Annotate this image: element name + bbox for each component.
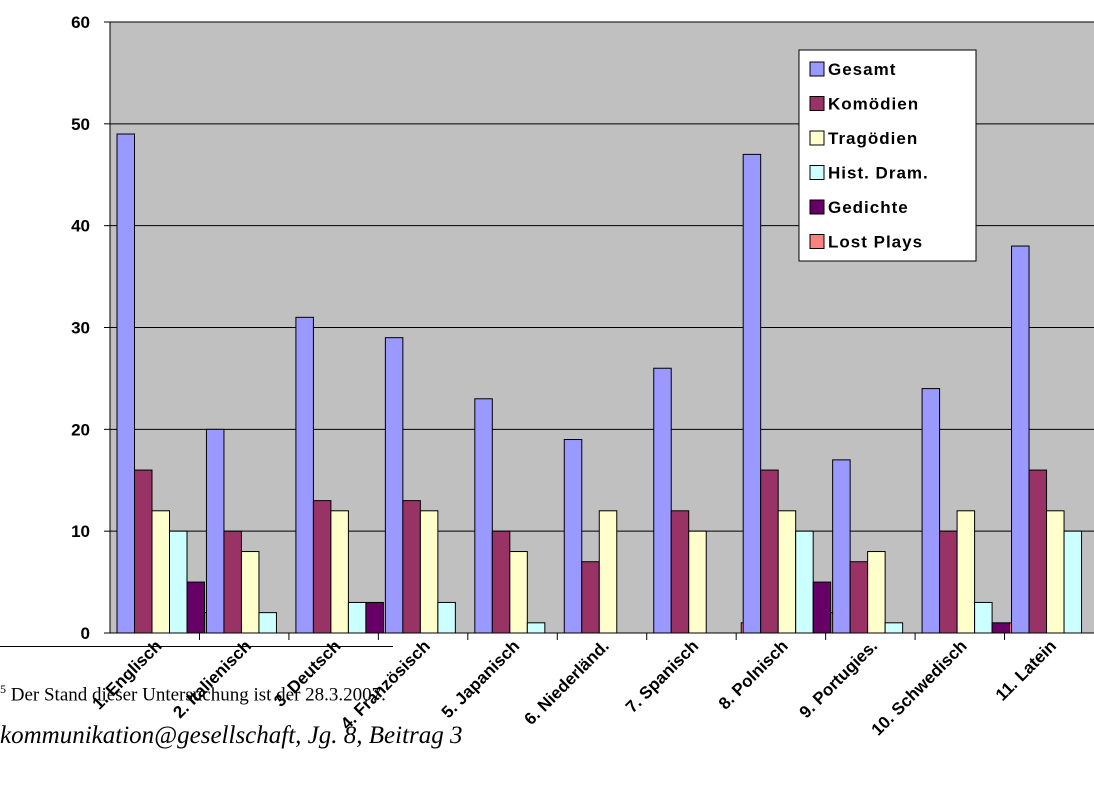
bar (491, 530, 511, 634)
bar (295, 316, 314, 634)
bar (240, 551, 260, 634)
bar (474, 398, 493, 634)
bar (688, 530, 707, 634)
legend-swatch (809, 61, 825, 77)
bar (956, 510, 976, 634)
bar (526, 622, 546, 634)
x-category-label: 5. Japanisch (438, 636, 524, 722)
bar (777, 510, 797, 634)
bar (330, 510, 349, 634)
legend-label: Lost Plays (828, 233, 923, 252)
bar (402, 500, 421, 634)
bar (653, 367, 672, 634)
bar (365, 601, 384, 634)
bar (867, 551, 886, 634)
bar (151, 510, 170, 634)
footnote: 5 Der Stand dieser Untersuchung ist der … (0, 682, 386, 706)
y-tick-label: 0 (81, 624, 90, 643)
bar (598, 510, 618, 634)
bar (437, 601, 456, 634)
bar (1011, 245, 1030, 634)
legend-label: Komödien (828, 95, 919, 114)
bar (116, 133, 135, 634)
x-category-label: 9. Portugies. (796, 636, 882, 722)
bar (186, 581, 205, 634)
x-category-label: 10. Schwedisch (868, 636, 971, 739)
footnote-text: Der Stand dieser Untersuchung ist der 28… (6, 684, 386, 706)
bar (134, 469, 153, 634)
x-category-label: 11. Latein (992, 636, 1060, 704)
bar (169, 530, 188, 634)
bar (1028, 469, 1048, 634)
bar (581, 561, 600, 634)
x-category-label: 2. Italienisch (169, 636, 255, 722)
y-tick-label: 20 (71, 420, 90, 439)
bar (509, 551, 528, 634)
bar (205, 428, 225, 634)
legend-swatch (809, 96, 825, 111)
legend-label: Gedichte (828, 198, 909, 217)
y-tick-label: 40 (71, 217, 90, 236)
legend-swatch (809, 234, 825, 249)
y-tick-labels: 0 10 20 30 40 50 60 (71, 13, 110, 643)
legend-label: Tragödien (828, 129, 918, 148)
y-tick-label: 50 (71, 115, 90, 134)
bar (1046, 510, 1065, 634)
bar (939, 530, 958, 634)
footnote-marker: 5 (0, 682, 6, 696)
bar (921, 388, 941, 634)
bar (419, 510, 439, 634)
bar (795, 530, 814, 634)
bar (384, 337, 404, 634)
bar (849, 561, 869, 634)
bar (742, 153, 762, 634)
bar (563, 439, 583, 634)
legend-swatch (809, 130, 825, 146)
bar (347, 601, 367, 634)
bar (1063, 530, 1083, 634)
bar (312, 500, 332, 634)
bar (812, 581, 832, 634)
legend-swatch (809, 165, 825, 180)
footnote-rule (0, 646, 393, 647)
legend-label: Hist. Dram. (828, 164, 929, 183)
bar (991, 622, 1011, 634)
bar (884, 622, 904, 634)
legend: Gesamt Komödien Tragödien Hist. Dram. Gedich… (798, 49, 977, 262)
bar (760, 469, 779, 634)
y-tick-label: 60 (71, 13, 90, 32)
legend-label: Gesamt (828, 60, 896, 79)
bar (832, 459, 851, 634)
x-category-label: 6. Niederländ. (521, 636, 613, 728)
running-footer: kommunikation@gesellschaft, Jg. 8, Beitr… (0, 722, 463, 749)
bar (223, 530, 242, 634)
x-category-label: 7. Spanisch (622, 636, 702, 716)
legend-box (798, 49, 977, 262)
bar (670, 510, 690, 634)
y-tick-label: 30 (71, 319, 90, 338)
bar (258, 612, 277, 634)
y-tick-label: 10 (71, 522, 90, 541)
x-category-label: 8. Polnisch (715, 636, 792, 713)
legend-swatch (809, 199, 825, 215)
bar (974, 601, 993, 634)
